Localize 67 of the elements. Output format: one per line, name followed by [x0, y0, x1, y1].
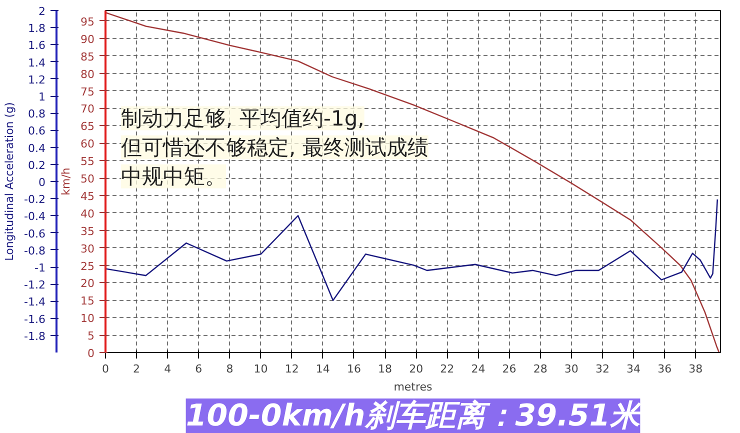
- y2-tick-label: 1.2: [28, 73, 46, 86]
- y-tick-label: 50: [80, 172, 95, 186]
- annotation: 制动力足够, 平均值约-1g,: [121, 106, 364, 130]
- annotation: 但可惜还不够稳定, 最终测试成绩: [121, 135, 428, 160]
- y-tick-label: 95: [80, 15, 95, 28]
- x-tick-label: 0: [102, 362, 109, 376]
- y2-tick-label: 1.4: [28, 56, 46, 70]
- x-tick-label: 36: [658, 362, 672, 376]
- y-tick-label: 60: [80, 138, 95, 151]
- x-tick-label: 30: [564, 362, 578, 376]
- y2-tick-label: 0.4: [28, 142, 46, 155]
- x-tick-label: 18: [378, 362, 392, 376]
- y2-tick-label: 0.6: [28, 124, 46, 138]
- y-tick-label: 65: [80, 120, 95, 134]
- y-tick-label: 20: [80, 277, 95, 290]
- y-tick-label: 5: [88, 330, 94, 343]
- y-tick-label: 70: [80, 102, 95, 116]
- y-axis-title: km/h: [60, 168, 73, 196]
- y2-axis-title: Longitudinal Acceleration (g): [3, 102, 16, 261]
- x-tick-label: 2: [133, 362, 140, 376]
- y2-tick-label: 0: [38, 176, 46, 189]
- y2-tick-label: -0.8: [24, 244, 46, 258]
- x-tick-label: 22: [440, 362, 454, 376]
- annotation: 中规中矩。: [121, 164, 226, 188]
- x-tick-label: 20: [409, 362, 424, 376]
- y2-tick-label: -1.4: [24, 296, 46, 309]
- x-tick-label: 34: [626, 362, 641, 376]
- x-tick-label: 26: [502, 362, 516, 376]
- y2-tick-label: 1.8: [28, 22, 46, 36]
- y-tick-label: 80: [80, 68, 95, 81]
- y-tick-label: 10: [80, 312, 95, 326]
- line-series: [106, 198, 718, 301]
- y-tick-label: 0: [88, 347, 94, 360]
- y-tick-label: 35: [80, 224, 95, 238]
- y-tick-label: 30: [80, 242, 95, 256]
- y2-tick-label: -0.6: [24, 227, 46, 240]
- x-tick-label: 12: [284, 362, 299, 376]
- x-tick-label: 24: [471, 362, 486, 376]
- y-tick-label: 55: [80, 155, 95, 168]
- x-tick-label: 4: [164, 362, 172, 376]
- y2-tick-label: -1: [34, 262, 46, 274]
- y-tick-label: 25: [80, 260, 95, 273]
- y-tick-label: 90: [80, 32, 95, 46]
- x-tick-label: 10: [254, 362, 268, 376]
- y2-tick-label: 2: [38, 5, 46, 18]
- x-tick-label: 32: [595, 362, 610, 376]
- y2-tick-label: 1: [38, 90, 46, 104]
- y2-tick-label: -1.2: [24, 278, 46, 292]
- x-tick-label: 16: [346, 362, 361, 376]
- y-tick-label: 45: [80, 190, 95, 203]
- y2-tick-label: -0.4: [24, 210, 46, 224]
- y2-tick-label: -1.6: [24, 312, 46, 326]
- y2-tick-label: -1.8: [24, 330, 46, 343]
- y2-tick-label: -0.2: [24, 193, 46, 206]
- x-tick-label: 8: [226, 362, 234, 376]
- y2-tick-label: 1.6: [28, 39, 46, 52]
- y2-tick-label: 0.8: [28, 108, 46, 121]
- y-tick-label: 40: [80, 207, 95, 220]
- y-tick-label: 85: [80, 50, 95, 64]
- x-tick-label: 28: [533, 362, 548, 376]
- y-tick-label: 75: [80, 85, 95, 98]
- y-tick-label: 15: [80, 294, 95, 308]
- x-tick-label: 14: [316, 362, 330, 376]
- x-tick-label: 6: [195, 362, 202, 376]
- x-tick-label: 38: [688, 362, 703, 376]
- x-axis-title: metres: [394, 380, 433, 394]
- y2-tick-label: 0.2: [28, 158, 46, 172]
